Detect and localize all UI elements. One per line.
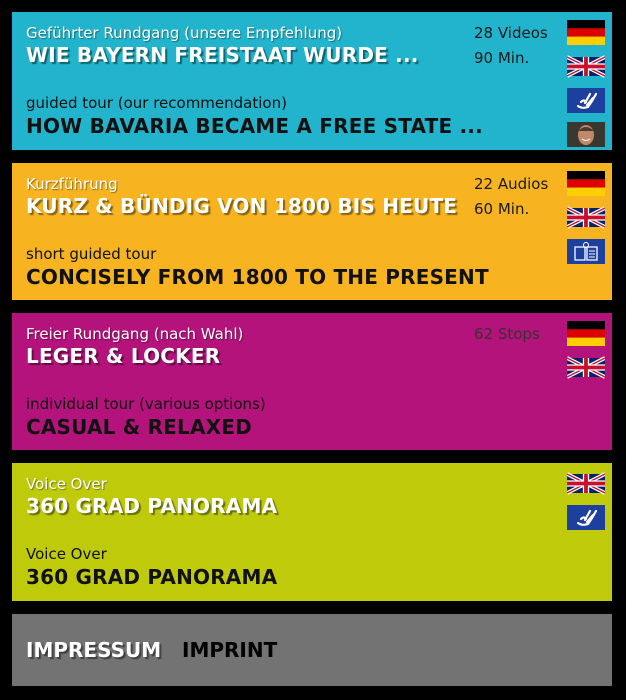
tour-subtitle-de: Geführter Rundgang (unsere Empfehlung) <box>26 24 343 42</box>
tour-duration: 60 Min. <box>474 200 530 218</box>
tour-subtitle-en: guided tour (our recommendation) <box>26 94 287 112</box>
tour-subtitle-en: Voice Over <box>26 545 107 563</box>
flag-germany-icon <box>567 321 605 346</box>
flag-uk-icon <box>567 54 605 79</box>
tour-title-en: HOW BAVARIA BECAME A FREE STATE ... <box>26 114 483 138</box>
tour-title-de: WIE BAYERN FREISTAAT WURDE ... <box>26 43 419 67</box>
tour-duration: 90 Min. <box>474 49 530 67</box>
sign-language-icon <box>567 505 605 530</box>
tour-subtitle-en: individual tour (various options) <box>26 395 266 413</box>
tour-title-en: 360 GRAD PANORAMA <box>26 565 278 589</box>
flag-germany-icon <box>567 20 605 45</box>
tour-count: 22 Audios <box>474 175 549 193</box>
tour-title-en: CONCISELY FROM 1800 TO THE PRESENT <box>26 265 489 289</box>
presenter-photo-icon <box>567 122 605 147</box>
language-icons <box>567 321 607 389</box>
flag-germany-icon <box>567 171 605 196</box>
language-icons <box>567 471 607 539</box>
imprint-link-en[interactable]: IMPRINT <box>182 638 278 662</box>
tour-card-short[interactable]: Kurzführung KURZ & BÜNDIG VON 1800 BIS H… <box>12 163 612 300</box>
imprint-link-de[interactable]: IMPRESSUM <box>26 638 162 662</box>
sign-language-icon <box>567 88 605 113</box>
tour-title-de: 360 GRAD PANORAMA <box>26 494 278 518</box>
tour-title-de: KURZ & BÜNDIG VON 1800 BIS HEUTE <box>26 194 458 218</box>
language-icons <box>567 20 607 156</box>
language-icons <box>567 171 607 273</box>
tour-card-guided[interactable]: Geführter Rundgang (unsere Empfehlung) W… <box>12 12 612 150</box>
tour-count: 28 Videos <box>474 24 548 42</box>
tour-title-de: LEGER & LOCKER <box>26 344 221 368</box>
tour-subtitle-de: Freier Rundgang (nach Wahl) <box>26 325 244 343</box>
imprint-card[interactable]: IMPRESSUM IMPRINT <box>12 614 612 686</box>
flag-uk-icon <box>567 355 605 380</box>
tour-subtitle-de: Kurzführung <box>26 175 118 193</box>
flag-uk-icon <box>567 471 605 496</box>
tour-subtitle-de: Voice Over <box>26 475 107 493</box>
flag-uk-icon <box>567 205 605 230</box>
tour-subtitle-en: short guided tour <box>26 245 157 263</box>
tour-card-voice-over[interactable]: Voice Over 360 GRAD PANORAMA Voice Over … <box>12 463 612 601</box>
tour-count: 62 Stops <box>474 325 540 343</box>
tour-title-en: CASUAL & RELAXED <box>26 415 252 439</box>
easy-language-icon <box>567 239 605 264</box>
tour-card-free[interactable]: Freier Rundgang (nach Wahl) LEGER & LOCK… <box>12 313 612 450</box>
